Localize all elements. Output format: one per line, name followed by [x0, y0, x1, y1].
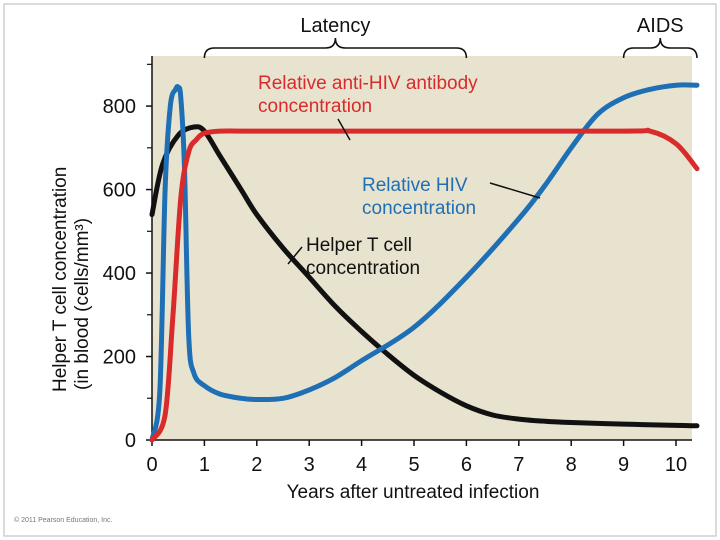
phase-label-1: AIDS [637, 15, 684, 37]
x-tick-label-0: 0 [146, 454, 157, 476]
annotation-hiv-pointer [489, 182, 541, 199]
x-tick-label-3: 3 [304, 454, 315, 476]
x-axis-label: Years after untreated infection [287, 482, 540, 503]
phase-braces: Latency AIDS [203, 15, 698, 59]
y-axis-label: Helper T cell concentration [50, 167, 71, 392]
x-tick-label-4: 4 [356, 454, 367, 476]
series-hiv [149, 82, 700, 443]
y-tick-label-2: 400 [103, 263, 136, 285]
series-helper-t-cell [149, 124, 700, 429]
y-tick-label-4: 800 [103, 96, 136, 118]
annotation-tcell-line2: concentration [306, 258, 420, 279]
annotation-hiv-line2: concentration [362, 198, 476, 219]
x-tick-label-6: 6 [461, 454, 472, 476]
phase-label-0: Latency [300, 15, 370, 37]
plot-area [152, 56, 692, 440]
y-tick-label-0: 0 [125, 430, 136, 452]
x-tick-label-2: 2 [251, 454, 262, 476]
annotation-antibody-line1: Relative anti-HIV antibody [258, 73, 478, 94]
annotation-antibody-pointer [337, 118, 351, 141]
annotation-hiv-line1: Relative HIV [362, 175, 468, 196]
phase-brace-0 [203, 37, 468, 59]
x-axis-ticks: 0 1 2 3 4 5 6 7 8 9 10 [146, 440, 687, 476]
annotation-tcell-line1: Helper T cell [306, 235, 412, 256]
x-tick-label-8: 8 [566, 454, 577, 476]
x-tick-label-1: 1 [199, 454, 210, 476]
y-tick-label-3: 600 [103, 180, 136, 202]
phase-brace-1 [622, 37, 698, 59]
x-tick-label-10: 10 [665, 454, 687, 476]
x-tick-label-9: 9 [618, 454, 629, 476]
y-axis-ticks: 0 200 400 600 800 [103, 63, 152, 452]
series-group [149, 82, 700, 443]
x-tick-label-5: 5 [408, 454, 419, 476]
y-tick-label-1: 200 [103, 347, 136, 369]
x-tick-label-7: 7 [513, 454, 524, 476]
annotation-tcell-pointer [287, 246, 303, 265]
y-axis-label-line2: (in blood (cells/mm³) [72, 218, 93, 390]
copyright-credit: © 2011 Pearson Education, Inc. [14, 516, 112, 524]
series-anti-hiv-antibody [149, 127, 700, 443]
annotation-antibody-line2: concentration [258, 96, 372, 117]
